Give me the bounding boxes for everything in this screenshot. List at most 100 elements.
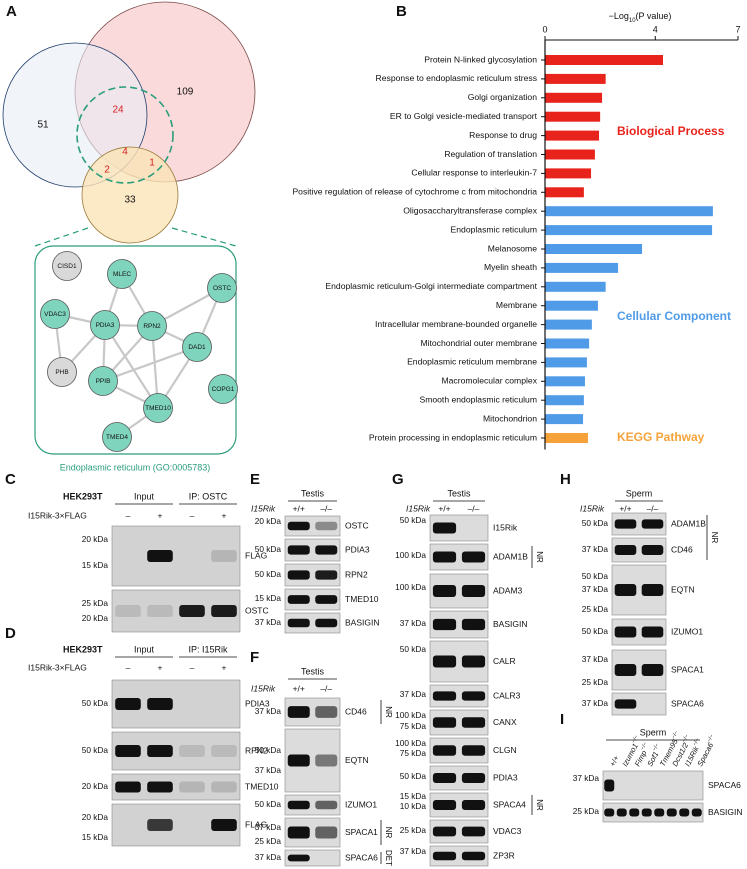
node-label: PDIA3 — [96, 322, 115, 329]
protein-label: I15Rik — [493, 522, 518, 532]
lane-label-title: I15Rik — [251, 683, 276, 693]
network-box — [34, 245, 237, 455]
blot-strip — [602, 802, 704, 823]
blot-band — [147, 605, 173, 617]
blot-band — [641, 808, 652, 817]
lane-label: + — [222, 510, 227, 520]
marker-label: 75 kDa — [400, 748, 427, 758]
blot-strip — [611, 512, 667, 536]
blot-band — [614, 544, 637, 556]
protein-label: SPACA1 — [671, 664, 704, 674]
marker-label: 20 kDa — [255, 516, 282, 526]
blot-band — [614, 519, 637, 529]
blot-band — [211, 605, 237, 617]
x-tick-label: 7 — [735, 24, 740, 34]
blot-band — [315, 618, 338, 628]
protein-label: FLAG — [245, 819, 267, 829]
network-node — [182, 332, 212, 362]
marker-label: 37 kDa — [400, 618, 427, 628]
blot-band — [211, 745, 237, 757]
blot-band — [641, 626, 664, 638]
category-label: ER to Golgi vesicle-mediated transport — [390, 111, 538, 121]
lane-genotype: −/− — [671, 730, 680, 740]
marker-label: 50 kDa — [400, 644, 427, 654]
blot-band — [461, 826, 486, 837]
group-label: Input — [134, 644, 155, 654]
panel-letter: F — [250, 649, 259, 666]
network-node — [88, 366, 118, 396]
node-label: PHB — [55, 369, 68, 376]
category-label: Endoplasmic reticulum — [451, 224, 537, 234]
blot-band — [461, 851, 486, 861]
blot-band — [461, 717, 486, 728]
network-node — [143, 393, 173, 423]
blot-band — [432, 522, 457, 534]
venn-count: 2 — [104, 165, 110, 176]
blot-band — [315, 595, 338, 604]
protein-label: SPACA6 — [671, 698, 704, 708]
tag-label: DET — [384, 850, 393, 866]
blot-band — [679, 808, 690, 817]
blot-band — [315, 826, 338, 839]
blot-strip — [284, 794, 341, 816]
marker-label: 15 kDa — [82, 832, 109, 842]
bar — [545, 300, 598, 311]
lane-genotype: −/− — [652, 743, 661, 753]
protein-label: EQTN — [345, 755, 369, 765]
blot-band — [461, 618, 486, 631]
protein-label: OSTC — [345, 520, 369, 530]
blot-band — [315, 521, 338, 531]
series-label: Cellular Component — [617, 309, 731, 323]
blot-band — [432, 745, 457, 756]
bar — [545, 111, 601, 122]
series-label: KEGG Pathway — [617, 430, 705, 444]
blot-band — [211, 550, 237, 562]
x-axis-label-part: −Log — [609, 11, 629, 21]
lane-label: +/+ — [293, 503, 305, 513]
lane-label: +/+ — [608, 754, 621, 768]
lane-label-title: I15Rik-3×FLAG — [28, 510, 87, 520]
panel-letter: E — [250, 471, 260, 488]
panel-letter: A — [6, 3, 17, 20]
marker-label: 50 kDa — [82, 698, 109, 708]
panel-letter: G — [392, 471, 404, 488]
group-label: Testis — [301, 488, 325, 498]
marker-label: 25 kDa — [582, 677, 609, 687]
blot-band — [287, 545, 310, 555]
marker-label: 25 kDa — [573, 806, 600, 816]
venn-count: 1 — [149, 158, 155, 169]
bar — [545, 338, 590, 349]
blot-band — [432, 655, 457, 668]
lane-label-title: I15Rik-3×FLAG — [28, 662, 87, 672]
protein-label: TMED10 — [245, 781, 279, 791]
panel-letter: D — [5, 625, 16, 642]
node-label: MLEC — [113, 271, 131, 278]
blot-band — [432, 772, 457, 784]
marker-label: 50 kDa — [400, 515, 427, 525]
marker-label: 37 kDa — [582, 544, 609, 554]
protein-label: EQTN — [671, 584, 695, 594]
category-label: Protein N-linked glycosylation — [424, 54, 537, 64]
lane-genotype: −/− — [682, 734, 691, 744]
blot-band — [115, 605, 141, 617]
category-label: Cellular response to interleukin-7 — [411, 168, 537, 178]
protein-label: FLAG — [245, 550, 267, 560]
marker-label: 100 kDa — [395, 550, 426, 560]
node-label: RPN2 — [143, 323, 161, 330]
x-axis-label: −Log10(P value) — [609, 11, 672, 23]
category-label: Positive regulation of release of cytoch… — [292, 187, 537, 197]
bar — [545, 55, 664, 65]
blot-band — [614, 626, 637, 638]
marker-label: 25 kDa — [400, 825, 427, 835]
category-label: Intracellular membrane-bounded organelle — [375, 319, 537, 329]
category-label: Mitochondrion — [483, 413, 537, 423]
blot-band — [461, 772, 486, 784]
marker-label: 25 kDa — [82, 598, 109, 608]
marker-label: 37 kDa — [400, 846, 427, 856]
blot-band — [432, 691, 457, 701]
network-node — [90, 310, 120, 340]
marker-label: 37 kDa — [255, 706, 282, 716]
cell-line: HEK293T — [63, 491, 103, 501]
protein-label: ADAM1B — [493, 551, 528, 561]
category-label: Smooth endoplasmic reticulum — [419, 394, 537, 404]
